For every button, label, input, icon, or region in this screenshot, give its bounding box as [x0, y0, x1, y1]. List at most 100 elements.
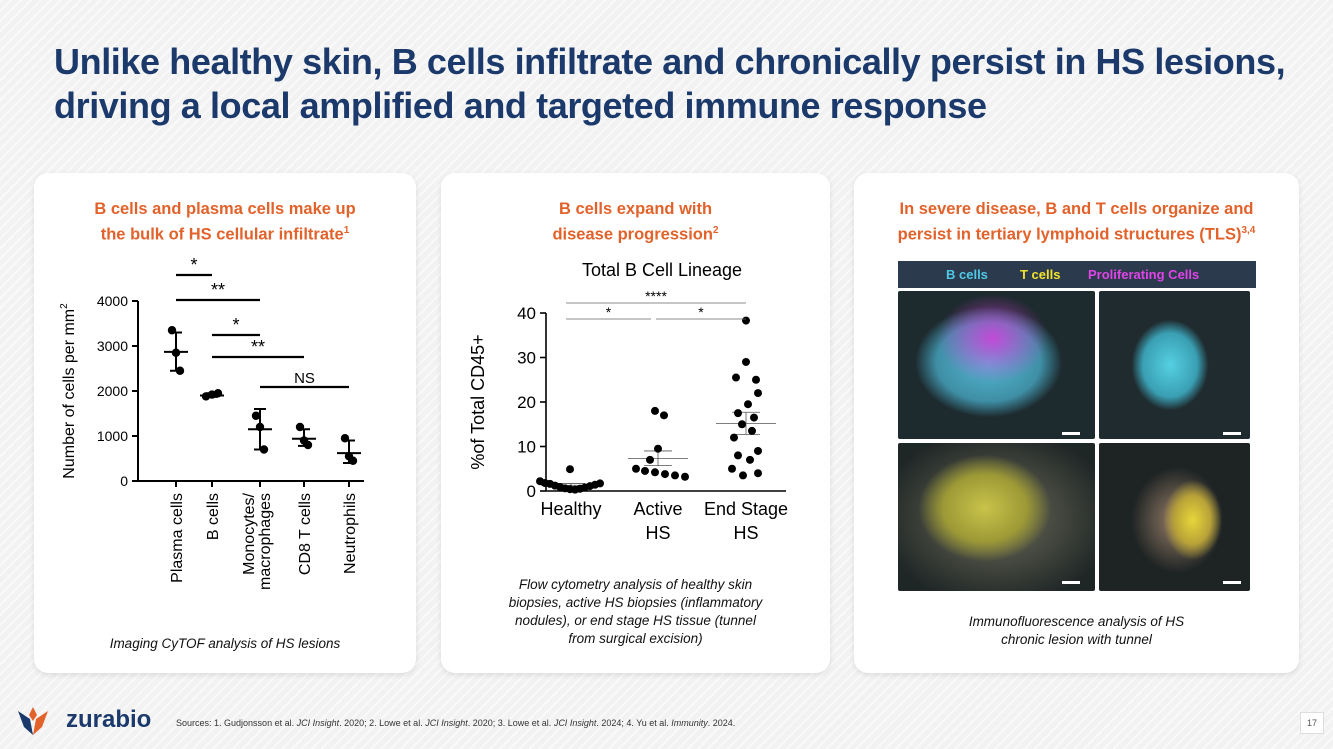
slide-title: Unlike healthy skin, B cells infiltrate …	[54, 41, 1286, 126]
data-point	[734, 409, 742, 418]
data-point	[748, 426, 756, 435]
source-journal: JCI Insight	[425, 718, 468, 728]
data-point	[734, 451, 742, 460]
data-point	[340, 434, 350, 443]
source-year: . 2020;	[339, 718, 370, 728]
data-point	[754, 389, 762, 398]
y-axis-label: Number of cells per mm2	[59, 303, 78, 479]
y-axis-label-superscript: 2	[59, 303, 70, 309]
data-point	[754, 469, 762, 478]
significance-label: **	[211, 280, 225, 300]
data-point	[348, 456, 358, 465]
significance-label: *	[606, 304, 612, 320]
heading-superscript: 2	[712, 225, 719, 236]
y-tick-label: 4000	[97, 293, 128, 309]
y-tick-label: 3000	[97, 338, 128, 354]
category-label: B cells	[205, 493, 222, 540]
panel-heading: B cells expand with disease progression2	[451, 198, 820, 246]
data-point	[632, 464, 640, 473]
source-journal: JCI Insight	[296, 718, 340, 728]
legend-t-cells: T cells	[1020, 267, 1061, 282]
source-year: . 2020;	[467, 718, 498, 728]
data-point	[596, 479, 604, 488]
stain-legend: B cells T cells Proliferating Cells	[898, 261, 1256, 288]
data-point	[303, 440, 313, 450]
category-label: Monocytes/macrophages	[241, 492, 274, 590]
data-point	[295, 422, 305, 432]
significance-label: ****	[645, 288, 667, 304]
cells-per-mm2-chart: 0 1000 2000 3000 4000 Number of cells per mm2…	[59, 255, 364, 590]
heading-line-2: the bulk of HS cellular infiltrate	[100, 225, 344, 244]
category-label: HS	[645, 523, 670, 543]
data-point	[641, 466, 649, 475]
tls-image-top-left	[898, 291, 1095, 439]
heading-line-2: persist in tertiary lymphoid structures …	[897, 225, 1242, 244]
source-ref: 4. Yu et al.	[626, 718, 672, 728]
caption-line: Immunofluorescence analysis of HS	[968, 614, 1185, 629]
category-label-line: Neutrophils	[342, 493, 359, 574]
category-label: Active	[633, 499, 682, 519]
category-label: Healthy	[540, 499, 601, 519]
data-point	[744, 400, 752, 409]
data-point	[661, 470, 669, 479]
y-tick-label: 0	[527, 482, 536, 501]
scale-bar	[1223, 581, 1241, 584]
scale-bar	[1062, 432, 1080, 435]
chart-title: Total B Cell Lineage	[582, 260, 742, 280]
scale-bar	[1062, 581, 1080, 584]
data-point	[651, 468, 659, 477]
heading-line-1: B cells and plasma cells make up	[94, 200, 356, 218]
sources-footnote: Sources: 1. Gudjonsson et al. JCI Insigh…	[176, 718, 735, 728]
category-label: Neutrophils	[342, 493, 359, 574]
y-tick-label: 10	[517, 438, 536, 457]
data-point	[730, 433, 738, 442]
data-point	[746, 455, 754, 464]
panel-heading: B cells and plasma cells make up the bul…	[44, 198, 406, 246]
zurabio-logo: zurabio	[16, 705, 166, 737]
data-point	[175, 366, 185, 375]
y-tick-label: 2000	[97, 383, 128, 399]
zurabio-logo-icon	[18, 707, 48, 735]
heading-line-1: B cells expand with	[558, 200, 713, 218]
legend-b-cells: B cells	[946, 267, 988, 282]
category-label: Plasma cells	[169, 493, 186, 583]
data-point	[671, 471, 679, 480]
significance-label: *	[190, 255, 197, 275]
data-point	[738, 420, 746, 429]
page-number: 17	[1300, 712, 1324, 734]
source-ref: 1. Gudjonsson et al.	[214, 718, 297, 728]
legend-proliferating-cells: Proliferating Cells	[1088, 267, 1200, 282]
source-journal: Immunity	[671, 718, 708, 728]
data-point	[728, 464, 736, 473]
caption-line: from surgical excision)	[568, 631, 703, 646]
data-point	[259, 445, 269, 454]
source-ref: 3. Lowe et al.	[497, 718, 554, 728]
source-journal: JCI Insight	[553, 718, 597, 728]
y-axis-label: %of Total CD45+	[468, 334, 488, 469]
cytof-panel: B cells and plasma cells make up the bul…	[34, 173, 416, 673]
category-label-line: B cells	[205, 493, 222, 540]
data-point	[651, 406, 659, 415]
scale-bar	[1223, 432, 1241, 435]
panel-caption: Imaging CyTOF analysis of HS lesions	[109, 636, 341, 651]
source-year: . 2024.	[707, 718, 736, 728]
data-point	[754, 446, 762, 455]
y-tick-label: 30	[517, 349, 536, 368]
sources-prefix: Sources:	[176, 718, 215, 728]
data-point	[681, 472, 689, 481]
heading-line-2: disease progression	[552, 225, 713, 244]
category-label-line: Plasma cells	[169, 493, 186, 583]
data-point	[660, 411, 668, 420]
data-point	[732, 373, 740, 382]
category-label: End Stage	[704, 499, 788, 519]
y-tick-label: 40	[517, 304, 536, 323]
data-point	[742, 316, 750, 325]
data-point	[171, 348, 181, 357]
significance-label: **	[251, 337, 265, 357]
data-point	[566, 465, 574, 474]
significance-label: *	[698, 304, 704, 320]
category-label: CD8 T cells	[297, 493, 314, 575]
panel-heading: In severe disease, B and T cells organiz…	[864, 198, 1289, 246]
data-point	[742, 357, 750, 366]
data-point	[654, 444, 662, 453]
